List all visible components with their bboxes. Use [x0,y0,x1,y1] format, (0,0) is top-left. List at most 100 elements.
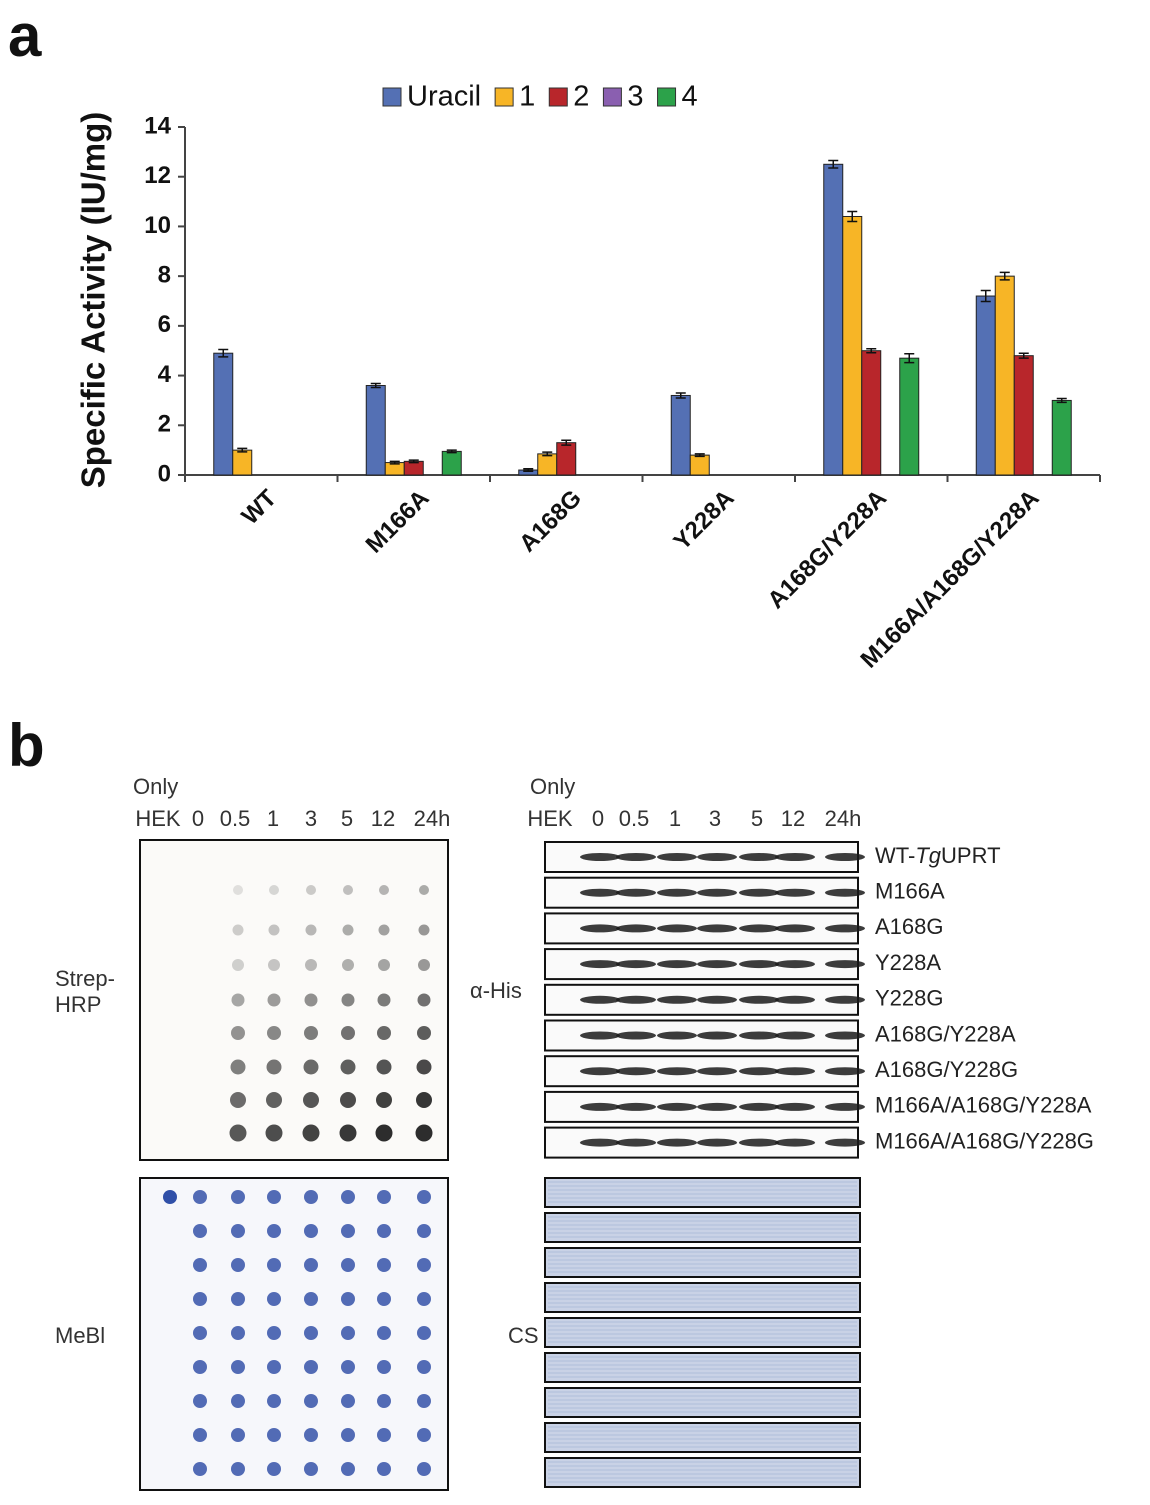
header-label: 24h [414,806,451,831]
header-label: Only [530,774,575,799]
band [580,1031,620,1040]
spot [268,959,280,971]
band [775,924,815,933]
spot [377,1258,391,1272]
spot [304,1462,318,1476]
band [580,1067,620,1076]
error-bar [523,468,534,473]
spot [377,1026,391,1040]
band [580,1138,620,1147]
x-tick-label: M166A [361,485,435,559]
band [739,924,779,933]
spot [377,1360,391,1374]
header-label: 0.5 [220,806,251,831]
spot [418,959,430,971]
spot [267,1292,281,1306]
legend-label: Uracil [407,81,481,113]
band [775,1102,815,1111]
band [825,995,865,1004]
legend-swatch [602,87,622,107]
row-label-part: WT- [875,843,915,868]
spot [267,1224,281,1238]
spot [193,1326,207,1340]
spot [304,1360,318,1374]
error-bar [847,210,858,223]
spot [417,1360,431,1374]
error-bar [1018,352,1029,359]
band [775,960,815,969]
band [739,1067,779,1076]
band [657,995,697,1004]
spot [341,1394,355,1408]
spot [341,1326,355,1340]
header-label: HEK [527,806,573,831]
spot [268,924,280,936]
row-label-part: Tg [915,843,941,868]
header-label: 1 [267,806,279,831]
band [739,853,779,861]
band [775,1138,815,1147]
spot [417,1190,431,1204]
spot [341,1360,355,1374]
band [825,1138,865,1147]
panel-label: a [8,2,42,69]
spot [379,885,389,895]
spot [304,1326,318,1340]
spot [193,1190,207,1204]
x-tick-label: M166A/A168G/Y228A [856,485,1045,674]
band [739,1102,779,1111]
spot [304,993,318,1007]
band [697,995,737,1004]
spot [304,1224,318,1238]
band [657,888,697,897]
spot [416,1092,432,1108]
spot [266,1059,282,1075]
spot [231,1462,245,1476]
y-tick-label: 12 [144,162,171,189]
band [825,1031,865,1040]
spot [342,924,354,936]
bar [670,394,691,476]
band [825,1102,865,1111]
y-tick-label: 2 [158,411,171,438]
y-tick-label: 6 [158,311,171,338]
header-label: 3 [305,806,317,831]
blot-label: MeBl [55,1323,105,1348]
bar [1013,355,1034,476]
error-bar [828,159,839,169]
band [657,1102,697,1111]
error-bar [370,382,381,389]
spot [377,1462,391,1476]
spot [341,1462,355,1476]
bar [689,454,710,476]
band [697,960,737,969]
band [775,995,815,1004]
spot [417,1326,431,1340]
spot [193,1462,207,1476]
band [697,853,737,861]
band [616,888,656,897]
spot [377,1326,391,1340]
spot [342,959,354,971]
band [580,995,620,1004]
error-bar [999,271,1010,281]
blot-label: CS [508,1323,539,1348]
spot [267,1026,281,1040]
spot [303,1092,319,1108]
error-bar [675,392,686,399]
band [825,1067,865,1076]
dot-blot-box [139,839,449,1161]
bar [403,460,424,476]
band [739,1138,779,1147]
row-label: Y228A [875,950,941,975]
header-label: 24h [825,806,862,831]
blot-label: Strep- [55,966,115,991]
spot [339,1124,357,1142]
spot [231,993,245,1007]
band [825,888,865,897]
band [657,960,697,969]
band [697,888,737,897]
spot [378,959,390,971]
spot [377,1428,391,1442]
